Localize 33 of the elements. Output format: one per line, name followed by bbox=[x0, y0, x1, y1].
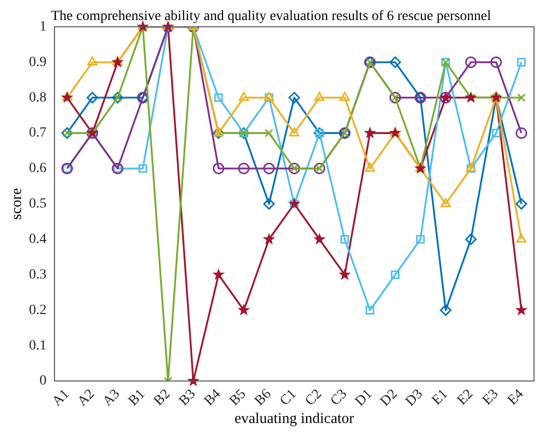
x-tick-label: A2 bbox=[75, 386, 98, 410]
x-tick-label: E3 bbox=[480, 386, 502, 408]
x-tick-label: B6 bbox=[252, 386, 274, 409]
y-tick-label: 0.2 bbox=[29, 302, 46, 318]
x-tick-label: B1 bbox=[126, 386, 148, 409]
x-tick-label: A3 bbox=[100, 386, 124, 410]
x-tick-label: B4 bbox=[202, 386, 224, 409]
y-tick-label: 0.5 bbox=[29, 196, 46, 212]
x-tick-label: C3 bbox=[328, 386, 350, 409]
y-tick-label: 0.3 bbox=[29, 267, 46, 282]
y-tick-label: 0.7 bbox=[29, 126, 46, 141]
x-tick-label: E2 bbox=[454, 386, 476, 408]
x-tick-label: C1 bbox=[278, 386, 300, 409]
x-tick-label: D3 bbox=[403, 386, 426, 410]
y-tick-label: 1 bbox=[40, 19, 46, 34]
y-axis-title: score bbox=[8, 188, 25, 220]
y-tick-label: 0.4 bbox=[29, 232, 46, 248]
x-tick-label: C2 bbox=[302, 386, 325, 409]
y-tick-label: 0.1 bbox=[29, 338, 46, 354]
y-tick-label: 0.6 bbox=[29, 161, 46, 176]
x-tick-label: E4 bbox=[505, 386, 527, 408]
x-tick-label: B3 bbox=[176, 386, 199, 409]
chart-title: The comprehensive ability and quality evaluation results of 6 rescue personnel bbox=[50, 9, 492, 24]
x-tick-label: A1 bbox=[50, 386, 73, 410]
x-axis-title: evaluating indicator bbox=[234, 410, 354, 427]
x-tick-label: D2 bbox=[378, 386, 401, 410]
y-tick-label: 0.9 bbox=[29, 54, 46, 70]
x-tick-label: B2 bbox=[151, 386, 174, 409]
x-tick-label: E1 bbox=[429, 386, 452, 408]
x-tick-label: B5 bbox=[227, 386, 250, 409]
y-tick-label: 0.8 bbox=[29, 90, 46, 106]
y-tick-label: 0 bbox=[40, 374, 46, 389]
x-tick-label: D1 bbox=[352, 386, 376, 410]
